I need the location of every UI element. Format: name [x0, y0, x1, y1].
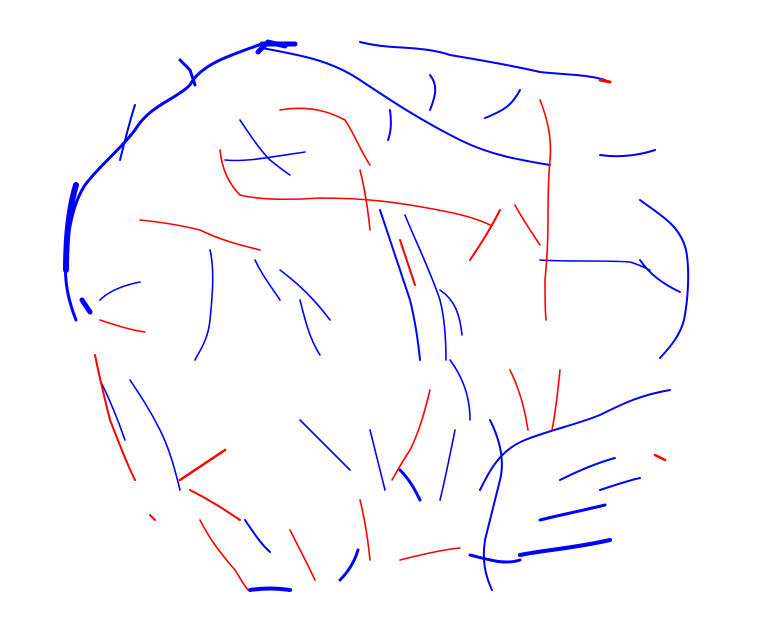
blue-vessel-segment [387, 109, 392, 141]
blue-vessel-segment [178, 58, 197, 87]
red-vessel-segment [219, 149, 491, 226]
red-vessel-segment [399, 239, 416, 286]
red-vessel-segment [139, 219, 261, 251]
blue-vessel-segment [538, 503, 607, 522]
blue-vessel-segment [379, 209, 421, 361]
red-vessel-segment [399, 547, 461, 561]
blue-vessel-segment [279, 269, 331, 321]
red-vessel-segment [149, 514, 156, 521]
blue-vessel-segment [539, 259, 651, 271]
red-vessel-segment [514, 204, 541, 246]
blue-vessel-segment [518, 538, 612, 557]
blue-vessel-segment [119, 104, 136, 161]
blue-vessel-segment [404, 214, 447, 361]
blue-vessel-segment [261, 47, 551, 166]
blue-vessel-segment [559, 457, 616, 481]
red-vessel-segment [199, 519, 249, 591]
blue-vessel-segment [639, 259, 681, 293]
red-vessel-group [94, 78, 667, 591]
blue-vessel-segment [439, 289, 463, 336]
red-vessel-segment [344, 119, 371, 166]
blue-vessel-segment [484, 89, 521, 119]
blue-vessel-segment [599, 149, 656, 158]
red-vessel-segment [359, 499, 371, 561]
blue-vessel-segment [63, 182, 79, 273]
blue-vessel-segment [338, 548, 360, 582]
red-vessel-segment [359, 169, 371, 231]
blue-vessel-segment [299, 419, 351, 471]
blue-vessel-segment [254, 259, 281, 301]
blue-vessel-segment [299, 299, 321, 356]
blue-vessel-segment [239, 119, 291, 176]
blue-vessel-segment [244, 519, 271, 553]
red-vessel-segment [539, 99, 552, 321]
red-vessel-segment [469, 209, 501, 261]
blue-vessel-segment [639, 199, 690, 359]
blue-vessel-segment [248, 586, 292, 592]
red-vessel-segment [99, 319, 146, 333]
red-vessel-segment [189, 489, 241, 521]
red-vessel-segment [178, 448, 227, 482]
blue-vessel-segment [194, 249, 214, 361]
blue-vessel-segment [99, 379, 126, 441]
blue-vessel-segment [468, 553, 522, 564]
blue-vessel-segment [79, 297, 93, 315]
blue-vessel-segment [482, 419, 503, 591]
blue-vessel-segment [599, 477, 641, 491]
blue-vessel-segment [99, 281, 141, 301]
blue-vessel-segment [449, 359, 471, 421]
red-vessel-segment [94, 354, 136, 481]
blue-vessel-segment [129, 379, 181, 491]
red-vessel-segment [551, 369, 561, 431]
red-vessel-segment [289, 529, 316, 581]
blue-vessel-group [63, 39, 690, 592]
blue-vessel-segment [439, 429, 456, 501]
blue-vessel-segment [224, 151, 306, 162]
red-vessel-segment [653, 453, 667, 462]
red-vessel-segment [509, 369, 529, 431]
blue-vessel-segment [479, 389, 671, 491]
blue-vessel-segment [359, 41, 606, 81]
red-vessel-segment [598, 78, 612, 84]
red-vessel-segment [279, 107, 346, 121]
red-vessel-segment [391, 389, 431, 481]
blue-vessel-segment [369, 429, 386, 491]
vessel-map [63, 39, 690, 592]
blue-vessel-segment [398, 468, 422, 502]
blue-vessel-segment [429, 74, 437, 111]
